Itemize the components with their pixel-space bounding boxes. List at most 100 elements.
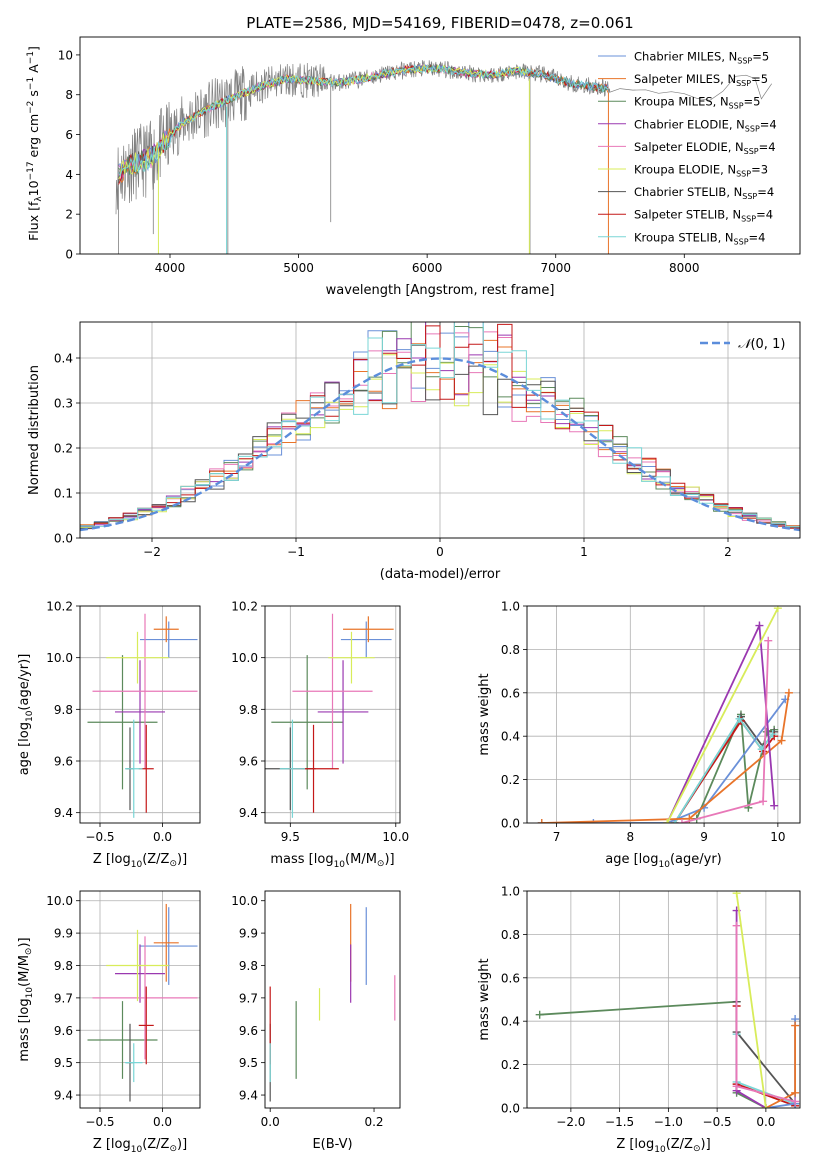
x-tick-label: 10	[770, 830, 785, 844]
error-bar-point	[328, 631, 375, 684]
y-tick-label: 0.6	[501, 971, 520, 985]
y-tick-label: 0.4	[501, 1015, 520, 1029]
weight-series-line	[666, 607, 779, 823]
error-bar-point	[153, 903, 179, 982]
legend-label: Kroupa ELODIE, NSSP=3	[634, 163, 768, 179]
error-bar-point	[115, 660, 165, 764]
y-tick-label: 0.0	[54, 532, 73, 546]
x-axis-label: mass [log10(M/M⊙)]	[270, 852, 394, 870]
y-tick-label: 6	[65, 128, 73, 142]
y-axis-label: Normed distribution	[27, 365, 42, 495]
x-tick-label: 4000	[155, 261, 186, 275]
y-tick-label: 0.2	[501, 773, 520, 787]
legend-label: Kroupa STELIB, NSSP=4	[634, 230, 765, 246]
error-bar-point	[138, 986, 154, 1065]
legend-label: Chabrier MILES, NSSP=5	[634, 50, 769, 66]
axes-frame	[264, 890, 401, 1109]
x-tick-label: −0.5	[703, 1115, 732, 1129]
x-tick-label: −0.5	[85, 1115, 114, 1129]
weight-vs-age-panel: 7 8 9 10 0.0 0.2 0.4 0.6 0.8 1.0 age [log10(age/yr…	[477, 600, 801, 870]
x-axis-label: age [log10(age/yr)	[605, 852, 721, 870]
x-axis-label: Z [log10(Z/Z⊙)]	[93, 852, 187, 870]
legend-label: Chabrier ELODIE, NSSP=4	[634, 117, 777, 133]
weight-marker	[762, 727, 771, 736]
legend-label: Kroupa MILES, NSSP=5	[634, 95, 760, 111]
error-bar-point	[317, 660, 369, 764]
y-tick-label: 10.0	[231, 651, 258, 665]
y-tick-label: 9.6	[239, 1024, 258, 1038]
y-tick-label: 9.6	[239, 755, 258, 769]
axes-frame	[79, 890, 201, 1109]
grid-lines	[527, 605, 800, 824]
x-axis-label: wavelength [Angstrom, rest frame]	[326, 283, 555, 298]
axes-frame	[79, 36, 801, 255]
x-tick-label: 8	[626, 830, 634, 844]
y-tick-label: 10.0	[231, 894, 258, 908]
y-tick-label: 10.0	[46, 894, 73, 908]
y-tick-label: 9.7	[54, 991, 73, 1005]
y-tick-label: 9.4	[54, 1089, 73, 1103]
y-tick-label: 2	[65, 208, 73, 222]
y-axis-label: mass weight	[477, 958, 492, 1040]
y-tick-label: 10	[58, 48, 73, 62]
y-tick-label: 8	[65, 88, 73, 102]
y-tick-label: 9.9	[54, 927, 73, 941]
weight-marker	[759, 797, 768, 806]
y-tick-label: 9.5	[54, 1056, 73, 1070]
y-tick-label: 9.8	[54, 703, 73, 717]
weight-marker	[764, 636, 773, 645]
y-tick-label: 0.4	[501, 730, 520, 744]
x-tick-label: 0.0	[756, 1115, 775, 1129]
error-bar-point	[92, 613, 198, 769]
weight-series-line	[539, 1000, 767, 1108]
y-tick-label: 0.8	[501, 928, 520, 942]
model-spectrum-line	[118, 63, 609, 177]
y-tick-label: 9.7	[239, 991, 258, 1005]
y-tick-label: 9.8	[239, 703, 258, 717]
error-bar-point	[87, 1001, 158, 1079]
error-bar-point	[92, 936, 198, 1060]
y-tick-label: 9.6	[54, 1024, 73, 1038]
legend-label: Chabrier STELIB, NSSP=4	[634, 185, 774, 201]
weight-series-line	[681, 640, 770, 823]
x-tick-label: 2	[724, 545, 732, 559]
y-tick-label: 10.2	[231, 600, 258, 614]
x-tick-label: −0.5	[85, 830, 114, 844]
error-bar-point	[279, 719, 306, 818]
weight-marker	[537, 819, 546, 823]
legend-label: Salpeter STELIB, NSSP=4	[634, 208, 773, 224]
weight-marker	[535, 1010, 544, 1019]
age-vs-metallicity-panel: −0.5 0.0 9.4 9.6 9.8 10.0 10.2 Z [log10(Z/Z⊙)] a…	[17, 600, 201, 870]
weight-marker	[791, 1021, 800, 1030]
spectrum-legend: Chabrier MILES, NSSP=5 Salpeter MILES, NS…	[598, 50, 777, 246]
y-tick-label: 0.4	[54, 352, 73, 366]
x-axis-label: (data-model)/error	[380, 567, 501, 582]
error-bar-point	[340, 621, 392, 658]
x-tick-label: −1	[287, 545, 305, 559]
error-bar-point	[106, 631, 169, 684]
weight-marker	[770, 801, 779, 810]
x-tick-label: 0.0	[153, 1115, 172, 1129]
x-axis-label: E(B-V)	[312, 1137, 352, 1152]
y-tick-label: 9.6	[54, 755, 73, 769]
x-tick-label: 9	[700, 830, 708, 844]
axes-frame	[79, 321, 801, 539]
x-tick-label: 0	[436, 545, 444, 559]
axes-frame	[264, 605, 401, 824]
axes-frame	[526, 890, 801, 1109]
weight-marker	[755, 621, 764, 630]
x-tick-label: 7000	[540, 261, 571, 275]
grid-lines	[527, 890, 800, 1109]
y-tick-label: 0.2	[501, 1058, 520, 1072]
y-tick-label: 9.4	[239, 806, 258, 820]
error-bar-point	[106, 929, 169, 1002]
y-axis-label: mass weight	[477, 673, 492, 755]
weight-marker	[732, 921, 741, 930]
weight-marker	[732, 1082, 741, 1091]
error-bar-point	[292, 613, 373, 769]
y-axis-label: age [log10(age/yr)]	[17, 654, 35, 776]
error-bar-point	[115, 944, 165, 1003]
grid-lines	[80, 891, 200, 1108]
x-tick-label: 9.5	[281, 830, 300, 844]
